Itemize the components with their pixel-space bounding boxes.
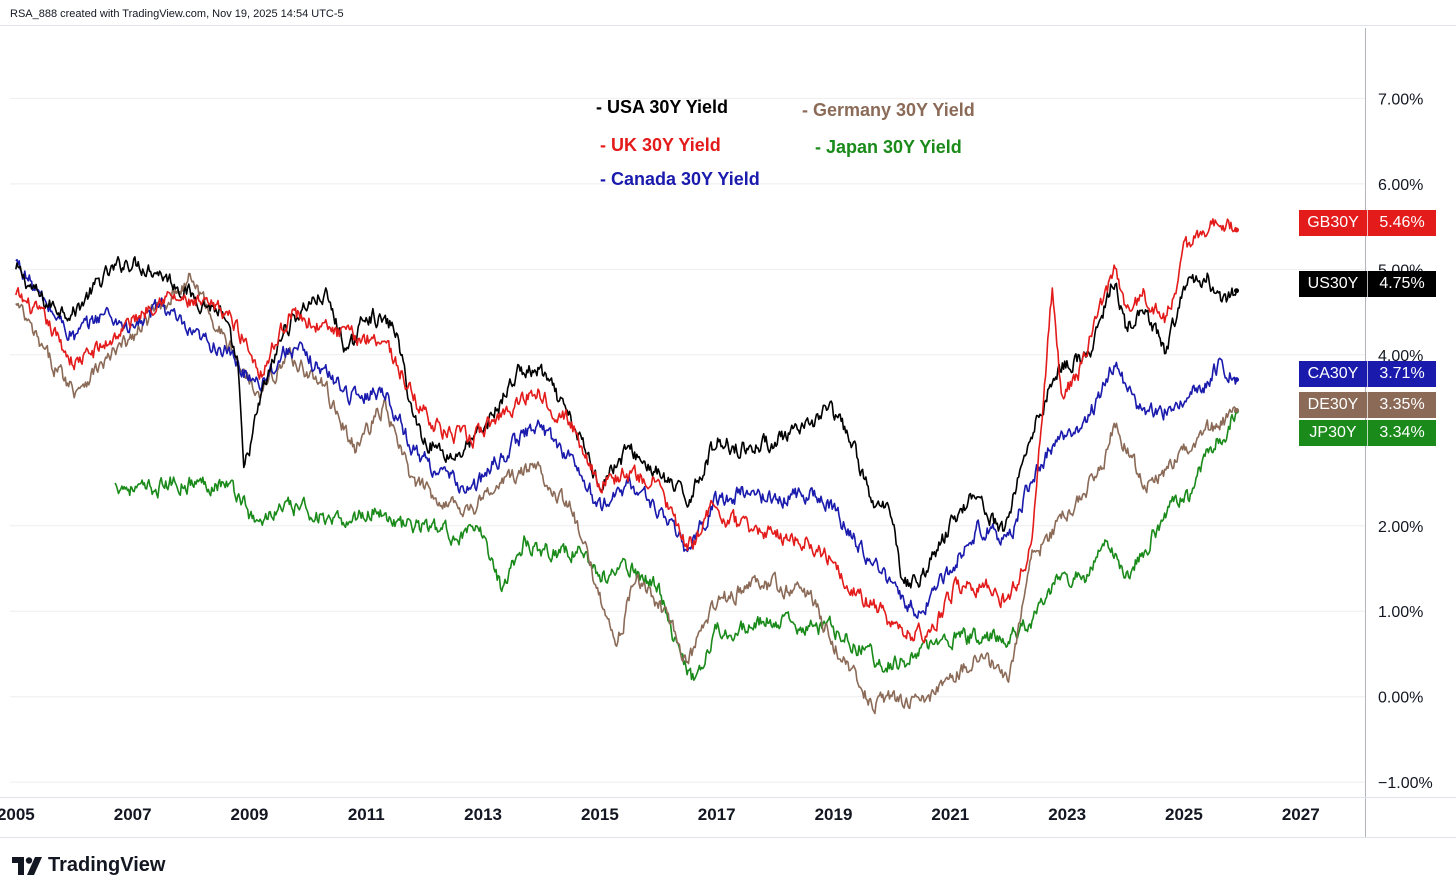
last-value-dot-us30y xyxy=(1234,288,1240,294)
x-tick-label: 2019 xyxy=(815,805,853,824)
y-tick-label: 6.00% xyxy=(1378,177,1423,194)
y-tick-label: −1.00% xyxy=(1378,775,1433,792)
last-value-dot-ca30y xyxy=(1234,377,1240,383)
price-badge-gb30y: GB30Y 5.46% xyxy=(1299,210,1436,236)
badge-ticker: GB30Y xyxy=(1299,210,1367,236)
price-badge-jp30y: JP30Y 3.34% xyxy=(1299,420,1436,446)
last-value-dot-gb30y xyxy=(1234,227,1240,233)
x-tick-label: 2005 xyxy=(0,805,35,824)
x-tick-label: 2007 xyxy=(114,805,152,824)
badge-value: 3.35% xyxy=(1367,392,1436,418)
tradingview-logo[interactable]: TradingView xyxy=(12,854,165,877)
tradingview-logo-icon xyxy=(12,856,42,875)
x-tick-label: 2013 xyxy=(464,805,502,824)
legend-germany: - Germany 30Y Yield xyxy=(802,100,975,120)
last-value-dot-de30y xyxy=(1234,407,1240,413)
grid-lines xyxy=(10,97,1365,783)
legend-canada: - Canada 30Y Yield xyxy=(600,169,760,189)
x-tick-label: 2025 xyxy=(1165,805,1203,824)
y-tick-label: 7.00% xyxy=(1378,91,1423,108)
price-badge-us30y: US30Y 4.75% xyxy=(1299,271,1436,297)
y-tick-label: 0.00% xyxy=(1378,690,1423,707)
series-lines xyxy=(15,218,1240,715)
badge-value: 4.75% xyxy=(1367,271,1436,297)
y-tick-label: 2.00% xyxy=(1378,519,1423,536)
x-tick-label: 2023 xyxy=(1048,805,1086,824)
y-tick-label: 4.00% xyxy=(1378,348,1423,365)
legend-japan: - Japan 30Y Yield xyxy=(815,137,962,157)
axes: 7.00%6.00%5.00%4.00%2.00%1.00%0.00%−1.00… xyxy=(0,25,1456,838)
series-line-gb30y xyxy=(15,218,1238,644)
x-tick-label: 2027 xyxy=(1282,805,1320,824)
series-line-ca30y xyxy=(15,258,1238,619)
x-tick-label: 2011 xyxy=(348,805,385,824)
tradingview-logo-text: TradingView xyxy=(48,854,166,876)
x-tick-label: 2009 xyxy=(231,805,269,824)
badge-ticker: JP30Y xyxy=(1299,420,1367,446)
badge-ticker: US30Y xyxy=(1299,271,1367,297)
badge-value: 3.34% xyxy=(1367,420,1436,446)
x-tick-label: 2015 xyxy=(581,805,619,824)
legend-usa: - USA 30Y Yield xyxy=(596,97,729,117)
price-badge-ca30y: CA30Y 3.71% xyxy=(1299,361,1436,387)
legend-uk: - UK 30Y Yield xyxy=(600,135,721,155)
x-tick-label: 2021 xyxy=(931,805,969,824)
y-tick-label: 1.00% xyxy=(1378,604,1423,621)
series-line-de30y xyxy=(15,272,1238,715)
badge-ticker: CA30Y xyxy=(1299,361,1367,387)
badge-ticker: DE30Y xyxy=(1299,392,1367,418)
series-line-jp30y xyxy=(114,410,1238,682)
badge-value: 3.71% xyxy=(1367,361,1436,387)
x-tick-label: 2017 xyxy=(698,805,736,824)
badge-value: 5.46% xyxy=(1367,210,1436,236)
price-badge-de30y: DE30Y 3.35% xyxy=(1299,392,1436,418)
attribution-text: RSA_888 created with TradingView.com, No… xyxy=(10,8,344,20)
